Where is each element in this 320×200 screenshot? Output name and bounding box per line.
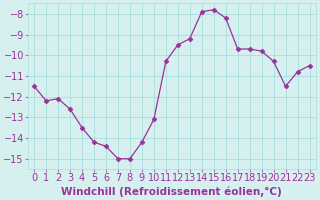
X-axis label: Windchill (Refroidissement éolien,°C): Windchill (Refroidissement éolien,°C): [61, 186, 282, 197]
